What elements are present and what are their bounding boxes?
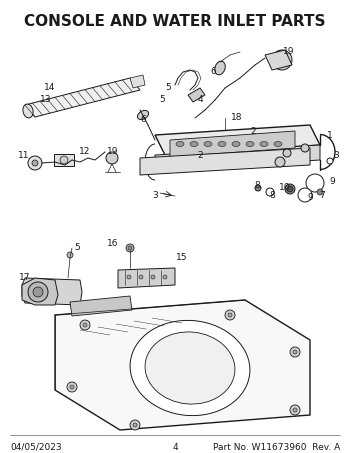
Text: 14: 14 (44, 82, 56, 92)
Polygon shape (22, 278, 58, 305)
Circle shape (272, 50, 292, 70)
Circle shape (287, 186, 293, 192)
Polygon shape (25, 78, 140, 117)
Polygon shape (70, 296, 132, 316)
Circle shape (151, 275, 155, 279)
Ellipse shape (232, 141, 240, 146)
Text: 8: 8 (254, 180, 260, 189)
Circle shape (33, 287, 43, 297)
Ellipse shape (260, 141, 268, 146)
Text: 6: 6 (140, 116, 146, 125)
Ellipse shape (190, 141, 198, 146)
Ellipse shape (204, 141, 212, 146)
Circle shape (127, 275, 131, 279)
Circle shape (275, 157, 285, 167)
Circle shape (317, 189, 323, 195)
Text: 11: 11 (18, 150, 30, 159)
Circle shape (306, 174, 324, 192)
Text: 2: 2 (197, 150, 203, 159)
Polygon shape (22, 278, 82, 305)
Text: 1: 1 (327, 131, 333, 140)
Circle shape (128, 246, 132, 250)
Circle shape (283, 149, 291, 157)
Circle shape (327, 158, 333, 164)
Circle shape (67, 252, 73, 258)
Ellipse shape (274, 141, 282, 146)
FancyBboxPatch shape (54, 154, 74, 166)
Text: CONSOLE AND WATER INLET PARTS: CONSOLE AND WATER INLET PARTS (24, 14, 326, 29)
Polygon shape (118, 268, 175, 288)
Text: 19: 19 (283, 48, 295, 57)
Circle shape (130, 420, 140, 430)
Circle shape (225, 310, 235, 320)
Circle shape (290, 405, 300, 415)
Polygon shape (188, 88, 205, 102)
Polygon shape (155, 145, 320, 170)
Text: 17: 17 (19, 274, 31, 283)
Circle shape (83, 323, 87, 327)
Circle shape (80, 320, 90, 330)
Text: 15: 15 (176, 254, 188, 262)
Circle shape (126, 244, 134, 252)
Circle shape (255, 185, 261, 191)
Text: 18: 18 (231, 114, 243, 122)
Text: Part No. W11673960  Rev. A: Part No. W11673960 Rev. A (213, 443, 340, 452)
Polygon shape (130, 75, 145, 88)
Text: 16: 16 (107, 240, 119, 249)
Text: 5: 5 (165, 83, 171, 92)
Text: 7: 7 (319, 192, 325, 201)
Ellipse shape (218, 141, 226, 146)
Text: 4: 4 (172, 443, 178, 452)
Circle shape (106, 152, 118, 164)
Circle shape (70, 385, 74, 389)
Text: 5: 5 (159, 96, 165, 105)
Circle shape (133, 423, 137, 427)
Text: 12: 12 (79, 148, 91, 156)
Text: 9: 9 (329, 178, 335, 187)
Text: 9: 9 (307, 193, 313, 202)
Text: 3: 3 (333, 150, 339, 159)
Ellipse shape (246, 141, 254, 146)
Circle shape (290, 347, 300, 357)
Circle shape (139, 275, 143, 279)
Circle shape (298, 188, 312, 202)
Text: 3: 3 (152, 192, 158, 201)
Ellipse shape (176, 141, 184, 146)
Text: 8: 8 (269, 191, 275, 199)
Circle shape (67, 382, 77, 392)
Circle shape (228, 313, 232, 317)
Circle shape (282, 58, 290, 66)
Polygon shape (140, 148, 310, 175)
Polygon shape (170, 131, 295, 157)
Circle shape (28, 282, 48, 302)
Text: 13: 13 (40, 95, 52, 103)
Text: 2: 2 (250, 127, 256, 136)
Ellipse shape (215, 61, 225, 75)
Text: 5: 5 (74, 244, 80, 252)
Polygon shape (155, 125, 320, 155)
Ellipse shape (138, 111, 148, 120)
Text: 04/05/2023: 04/05/2023 (10, 443, 62, 452)
Text: 4: 4 (197, 96, 203, 105)
Text: 10: 10 (279, 183, 291, 192)
Ellipse shape (130, 320, 250, 415)
Circle shape (293, 408, 297, 412)
Text: 6: 6 (210, 67, 216, 77)
Circle shape (266, 188, 274, 196)
Circle shape (293, 350, 297, 354)
Ellipse shape (23, 104, 33, 118)
Ellipse shape (145, 332, 235, 404)
Circle shape (32, 160, 38, 166)
Text: 19: 19 (107, 148, 119, 156)
Polygon shape (55, 300, 310, 430)
Circle shape (273, 53, 283, 63)
Circle shape (60, 156, 68, 164)
Circle shape (28, 156, 42, 170)
Circle shape (163, 275, 167, 279)
Circle shape (301, 144, 309, 152)
Circle shape (285, 184, 295, 194)
Polygon shape (265, 50, 292, 70)
